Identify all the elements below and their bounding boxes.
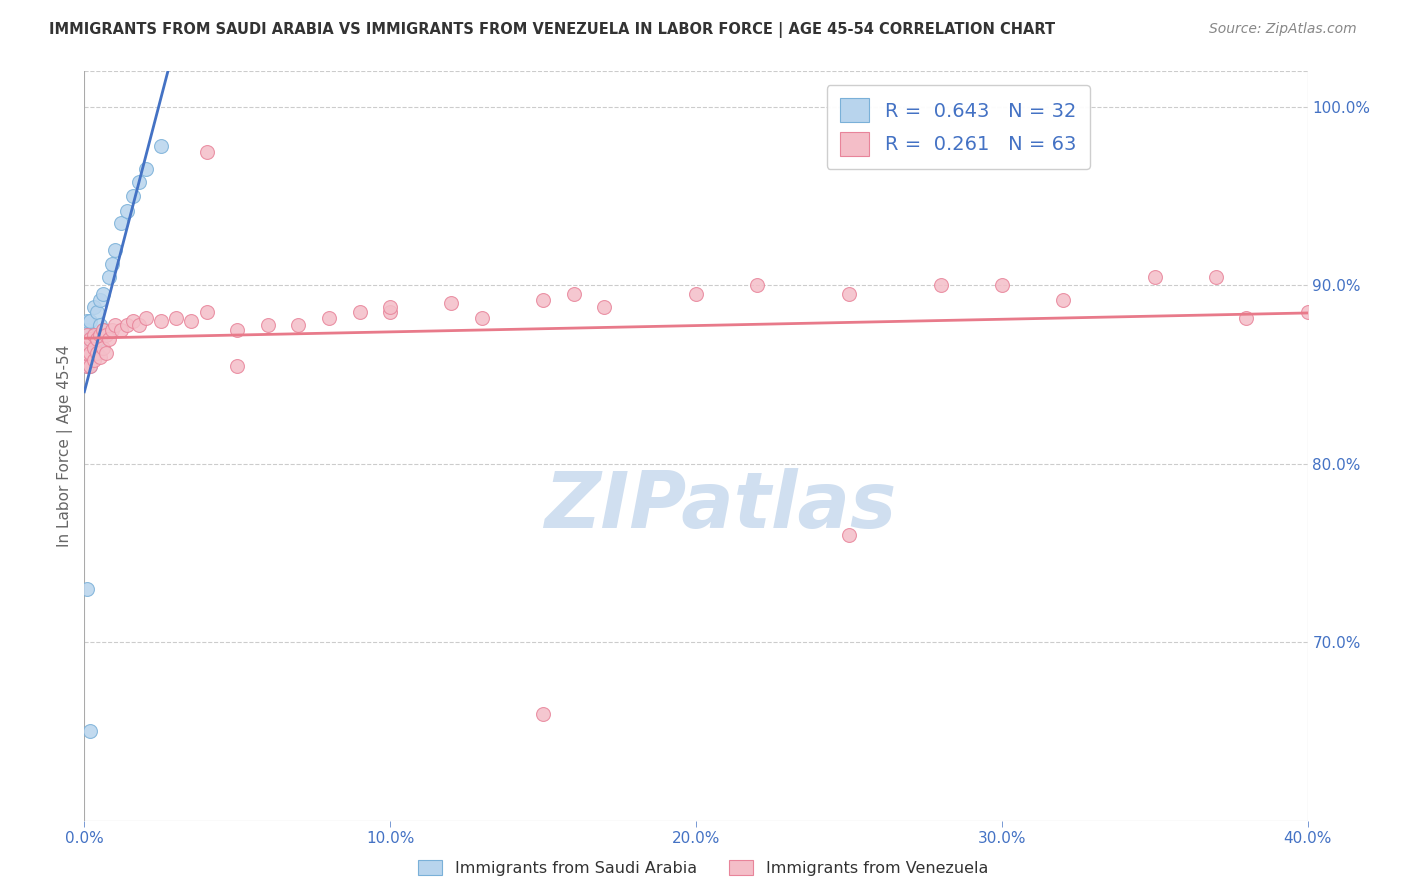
Point: [115, 318, 138, 332]
Point: [110, 216, 132, 230]
Point: [165, 310, 187, 325]
Point: [149, 139, 172, 153]
Point: [79, 332, 101, 346]
Point: [79, 314, 101, 328]
Point: [79, 332, 101, 346]
Point: [104, 243, 127, 257]
Text: IMMIGRANTS FROM SAUDI ARABIA VS IMMIGRANTS FROM VENEZUELA IN LABOR FORCE | AGE 4: IMMIGRANTS FROM SAUDI ARABIA VS IMMIGRAN…: [49, 22, 1056, 38]
Point: [440, 296, 463, 310]
Point: [195, 305, 218, 319]
Point: [318, 310, 340, 325]
Point: [226, 323, 249, 337]
Point: [76, 332, 98, 346]
Point: [135, 310, 157, 325]
Point: [195, 145, 218, 159]
Point: [76, 314, 98, 328]
Point: [91, 341, 114, 355]
Point: [1296, 305, 1319, 319]
Point: [838, 528, 860, 542]
Point: [101, 323, 124, 337]
Point: [471, 310, 494, 325]
Point: [91, 287, 114, 301]
Point: [75, 346, 97, 360]
Point: [76, 359, 98, 373]
Point: [128, 175, 150, 189]
Point: [86, 305, 108, 319]
Legend: R =  0.643   N = 32, R =  0.261   N = 63: R = 0.643 N = 32, R = 0.261 N = 63: [827, 85, 1090, 169]
Point: [991, 278, 1014, 293]
Point: [76, 335, 98, 350]
Point: [115, 203, 138, 218]
Point: [83, 300, 105, 314]
Point: [531, 293, 554, 307]
Point: [1052, 293, 1074, 307]
Point: [76, 346, 98, 360]
Point: [86, 332, 108, 346]
Point: [226, 359, 249, 373]
Point: [83, 341, 105, 355]
Point: [83, 341, 105, 355]
Point: [110, 323, 132, 337]
Point: [1143, 269, 1166, 284]
Legend: Immigrants from Saudi Arabia, Immigrants from Venezuela: Immigrants from Saudi Arabia, Immigrants…: [412, 854, 994, 882]
Point: [104, 318, 127, 332]
Point: [86, 332, 108, 346]
Point: [79, 346, 101, 360]
Point: [76, 323, 98, 337]
Point: [101, 257, 124, 271]
Point: [76, 582, 98, 596]
Point: [89, 328, 111, 343]
Point: [75, 353, 97, 368]
Point: [83, 328, 105, 343]
Point: [79, 359, 101, 373]
Point: [349, 305, 371, 319]
Point: [562, 287, 585, 301]
Point: [380, 305, 402, 319]
Point: [89, 350, 111, 364]
Point: [685, 287, 707, 301]
Point: [1236, 310, 1258, 325]
Point: [79, 346, 101, 360]
Point: [94, 346, 117, 360]
Point: [89, 318, 111, 332]
Point: [89, 332, 111, 346]
Point: [94, 328, 117, 343]
Point: [747, 278, 769, 293]
Point: [91, 323, 114, 337]
Point: [122, 314, 145, 328]
Point: [593, 300, 616, 314]
Point: [128, 318, 150, 332]
Point: [79, 359, 101, 373]
Point: [135, 162, 157, 177]
Point: [122, 189, 145, 203]
Point: [97, 269, 120, 284]
Point: [531, 706, 554, 721]
Point: [83, 353, 105, 368]
Point: [83, 328, 105, 343]
Point: [91, 323, 114, 337]
Text: Source: ZipAtlas.com: Source: ZipAtlas.com: [1209, 22, 1357, 37]
Point: [79, 724, 101, 739]
Point: [76, 359, 98, 373]
Point: [149, 314, 172, 328]
Text: ZIPatlas: ZIPatlas: [544, 468, 897, 544]
Point: [257, 318, 280, 332]
Y-axis label: In Labor Force | Age 45-54: In Labor Force | Age 45-54: [58, 345, 73, 547]
Point: [76, 328, 98, 343]
Point: [929, 278, 952, 293]
Point: [75, 346, 97, 360]
Point: [97, 332, 120, 346]
Point: [76, 350, 98, 364]
Point: [287, 318, 309, 332]
Point: [380, 300, 402, 314]
Point: [75, 353, 97, 368]
Point: [86, 346, 108, 360]
Point: [180, 314, 202, 328]
Point: [89, 293, 111, 307]
Point: [838, 287, 860, 301]
Point: [1205, 269, 1227, 284]
